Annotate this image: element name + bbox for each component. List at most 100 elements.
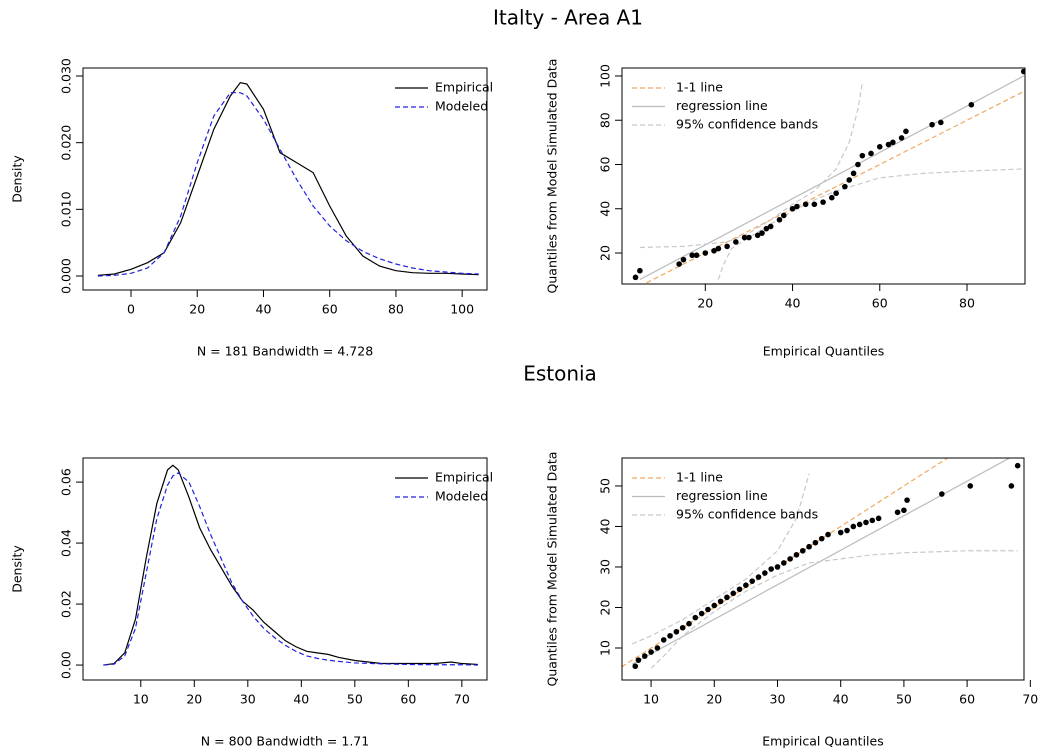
point <box>715 245 722 252</box>
y-tick-label: 50 <box>598 478 613 494</box>
point <box>749 578 756 584</box>
series-line <box>103 464 478 666</box>
point <box>641 653 648 659</box>
point <box>799 547 806 554</box>
point <box>632 274 639 281</box>
panel: 0 20 40 60 80 100 0.000 0.010 0.020 0.030 N = 181 … <box>10 58 494 358</box>
point <box>929 121 935 128</box>
panel: 10 20 30 40 50 60 70 0.00 0.02 0.04 0.06 N = 800 Ba… <box>10 457 493 749</box>
y-tick-label: 0.030 <box>59 58 74 94</box>
y-axis-label: Quantiles from Model Simulated Data <box>545 59 560 294</box>
legend-label: Modeled <box>435 99 488 114</box>
x-tick-label: 30 <box>240 692 256 707</box>
series-line <box>717 168 1024 280</box>
point <box>776 217 783 223</box>
point <box>837 529 844 536</box>
x-tick-label: 10 <box>643 692 659 707</box>
point <box>875 515 882 522</box>
y-tick-label: 20 <box>598 245 613 261</box>
x-tick-label: 60 <box>400 692 416 707</box>
point <box>733 239 739 245</box>
point <box>1020 68 1025 75</box>
y-tick-label: 0.010 <box>59 191 74 227</box>
point <box>654 645 661 651</box>
x-axis-label: Empirical Quantiles <box>763 344 884 359</box>
point <box>698 610 705 617</box>
y-tick-label: 40 <box>598 201 613 217</box>
point <box>967 483 974 489</box>
point <box>746 234 752 241</box>
y-tick-label: 0.02 <box>59 590 74 618</box>
plot-area <box>97 82 479 277</box>
plot-area <box>632 68 1025 284</box>
point <box>686 620 692 627</box>
plot-frame <box>82 457 488 681</box>
x-axis-label: N = 800 Bandwidth = 1.71 <box>201 734 369 749</box>
point <box>894 509 901 516</box>
point <box>717 598 724 605</box>
point <box>736 586 743 593</box>
point <box>806 543 812 550</box>
x-axis-label: Empirical Quantiles <box>762 734 883 749</box>
legend-label: 95% confidence bands <box>676 117 818 132</box>
point <box>938 119 944 126</box>
y-tick-label: 30 <box>598 559 613 575</box>
point <box>901 507 907 514</box>
point <box>794 203 800 210</box>
point <box>855 161 861 168</box>
point <box>781 560 787 566</box>
x-tick-label: 60 <box>872 296 888 311</box>
plot-frame <box>621 457 1025 681</box>
series-line <box>631 473 810 645</box>
point <box>904 497 910 503</box>
x-tick-label: 60 <box>322 302 338 317</box>
y-tick-label: 0.000 <box>59 258 74 294</box>
plot-frame <box>621 67 1026 285</box>
series-line <box>650 550 1018 669</box>
y-tick-label: 0.00 <box>59 651 74 679</box>
x-tick-label: 20 <box>706 692 722 707</box>
point <box>767 223 774 230</box>
point <box>846 177 853 183</box>
x-tick-label: 70 <box>454 692 470 707</box>
y-axis-label: Density <box>10 155 25 203</box>
point <box>762 570 768 576</box>
point <box>755 574 762 580</box>
y-tick-label: 20 <box>598 599 613 615</box>
x-tick-label: 50 <box>347 692 363 707</box>
point <box>863 519 869 526</box>
x-tick-label: 70 <box>1022 692 1038 707</box>
series-line <box>642 90 1025 284</box>
series-line <box>631 458 1011 665</box>
point <box>679 624 686 631</box>
point <box>859 152 866 159</box>
section-title: Estonia <box>523 362 597 386</box>
x-axis-label: N = 181 Bandwidth = 4.728 <box>197 344 373 359</box>
legend-label: Modeled <box>435 489 488 504</box>
point <box>885 141 892 148</box>
point <box>724 594 730 601</box>
point <box>793 552 800 558</box>
x-tick-label: 60 <box>959 692 975 707</box>
point <box>828 194 835 201</box>
point <box>898 135 905 141</box>
point <box>648 649 654 655</box>
point <box>1008 483 1015 489</box>
point <box>850 170 857 177</box>
point <box>811 201 818 208</box>
y-tick-label: 0.020 <box>59 125 74 161</box>
point <box>842 183 848 190</box>
series-line <box>97 92 479 277</box>
point <box>667 633 673 639</box>
point <box>637 267 643 274</box>
legend-label: Empirical <box>435 470 493 485</box>
point <box>850 523 857 530</box>
legend-label: regression line <box>676 488 768 503</box>
point <box>903 128 909 135</box>
point <box>705 606 711 613</box>
y-axis-label: Quantiles from Model Simulated Data <box>545 452 560 687</box>
y-tick-label: 80 <box>598 112 613 128</box>
x-tick-label: 40 <box>293 692 309 707</box>
x-tick-label: 80 <box>388 302 404 317</box>
